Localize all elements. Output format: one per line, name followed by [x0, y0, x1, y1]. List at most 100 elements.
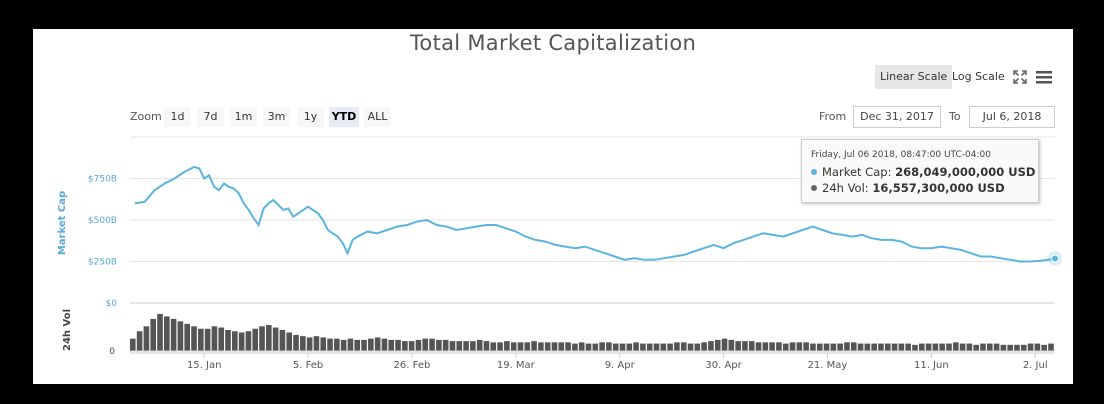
vol-bar — [476, 339, 483, 351]
x-tick-label: 26. Feb — [394, 360, 431, 371]
to-label: To — [949, 110, 961, 123]
from-date-input[interactable]: Dec 31, 2017 — [853, 106, 941, 128]
linear-scale-button[interactable]: Linear Scale — [875, 65, 953, 89]
vol-bar — [470, 341, 476, 351]
vol-bar — [912, 344, 918, 351]
vol-bar — [232, 331, 238, 351]
vol-bar — [1027, 343, 1034, 351]
vol-bar — [803, 342, 809, 351]
zoom-1y-button[interactable]: 1y — [297, 107, 324, 127]
tooltip-market-cap-label: Market Cap: — [822, 165, 892, 179]
hamburger-icon[interactable] — [1035, 69, 1053, 85]
vol-bar — [1000, 344, 1007, 351]
vol-bar — [816, 343, 823, 351]
vol-bar — [714, 339, 721, 351]
vol-bar — [334, 338, 340, 351]
vol-bar — [490, 342, 497, 351]
vol-bar — [660, 343, 667, 351]
vol-bar — [184, 323, 191, 351]
vol-bar — [565, 342, 571, 351]
vol-bar — [844, 342, 850, 351]
vol-bar — [252, 328, 259, 351]
vol-bar — [150, 318, 157, 351]
y-tick-label: $0 — [106, 299, 118, 309]
chart-title: Total Market Capitalization — [409, 31, 697, 55]
vol-bar — [558, 342, 565, 351]
log-scale-button[interactable]: Log Scale — [952, 70, 1005, 83]
zoom-3m-button[interactable]: 3m — [263, 107, 290, 127]
vol-bar — [701, 342, 707, 351]
vol-bar — [538, 342, 544, 351]
vol-bar — [986, 343, 993, 351]
vol-bar — [796, 342, 803, 351]
vol-bar — [293, 334, 299, 351]
zoom-ytd-button[interactable]: YTD — [329, 107, 359, 127]
vol-bar — [1020, 344, 1027, 351]
market-cap-chart[interactable]: $0 $250B $500B $750B Market Cap 24h Vol 0 15. J… — [33, 29, 1073, 384]
vol-bar — [810, 343, 816, 351]
vol-bar — [687, 343, 694, 351]
vol-bar — [905, 343, 911, 351]
zoom-1m-button[interactable]: 1m — [230, 107, 257, 127]
vol-bar — [782, 343, 789, 351]
vol-bar — [368, 338, 374, 351]
vol-bar — [966, 343, 973, 351]
vol-bar — [762, 342, 769, 351]
vol-bar — [510, 342, 517, 351]
vol-bar — [932, 343, 939, 351]
vol-bar — [408, 341, 415, 351]
vol-bar — [578, 342, 585, 351]
vol-bar — [449, 341, 456, 351]
vol-bar — [170, 318, 177, 351]
market-cap-dot — [811, 169, 817, 175]
x-tick-label: 2. Jul — [1023, 360, 1048, 371]
vol-bar — [415, 339, 422, 351]
vol-bar — [837, 343, 843, 351]
x-tick-label: 9. Apr — [605, 360, 636, 371]
vol-bar — [204, 328, 211, 351]
vol-bar — [354, 339, 361, 351]
vol-bar — [830, 343, 837, 351]
y-tick-label: $250B — [88, 258, 117, 268]
vol-bar — [776, 342, 782, 351]
vol-bar — [286, 332, 293, 351]
vol-bar — [388, 339, 395, 351]
chart-panel: Total Market Capitalization Linear Scale… — [33, 29, 1073, 384]
vol-bar — [320, 337, 327, 351]
vol-bar — [1034, 343, 1041, 351]
vol-bar — [918, 343, 925, 351]
vol-bar — [306, 337, 313, 351]
vol-bar — [823, 343, 830, 351]
vol-bar — [674, 342, 680, 351]
zoom-all-button[interactable]: ALL — [364, 107, 391, 127]
vol-bar — [640, 343, 646, 351]
vol-bar — [551, 342, 558, 351]
vol-bar — [497, 342, 503, 351]
vol-bar — [993, 343, 1000, 351]
vol-bar — [626, 343, 633, 351]
vol-bar — [708, 341, 714, 351]
tooltip-market-cap-value: 268,049,000,000 USD — [895, 165, 1036, 179]
vol-bar — [177, 321, 184, 351]
vol-bar — [218, 327, 225, 351]
vol-bar — [864, 343, 871, 351]
market-cap-line — [134, 165, 1056, 263]
vol-bar — [347, 338, 354, 351]
to-date-input[interactable]: Jul 6, 2018 — [969, 106, 1055, 128]
vol-bar — [789, 342, 796, 351]
vol-bar — [585, 343, 592, 351]
expand-icon[interactable] — [1012, 69, 1028, 85]
vol-bar — [891, 343, 898, 351]
vol-bar — [517, 342, 524, 351]
vol-bar — [1048, 343, 1054, 351]
zoom-1d-button[interactable]: 1d — [164, 107, 191, 127]
x-tick-label: 11. Jun — [914, 360, 949, 371]
vol-bar — [395, 339, 401, 351]
zoom-7d-button[interactable]: 7d — [197, 107, 224, 127]
vol-bar — [340, 339, 347, 351]
y-tick-label: $750B — [88, 175, 117, 185]
vol-bar — [939, 343, 945, 351]
vol-bar — [925, 343, 932, 351]
vol-bar — [463, 341, 469, 351]
vol-bar — [429, 338, 435, 351]
